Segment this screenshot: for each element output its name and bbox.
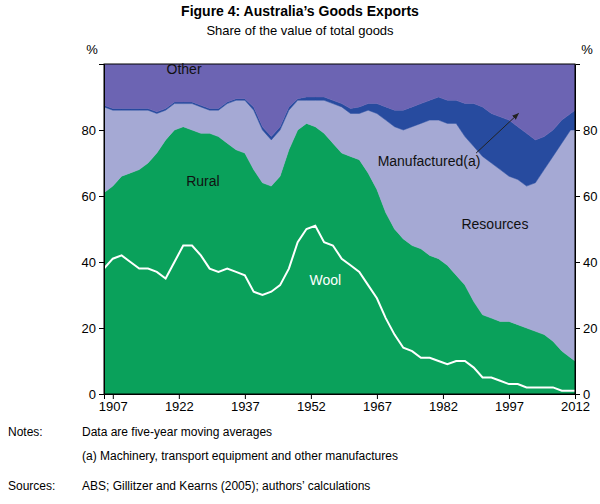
note: Data are five-year moving averages xyxy=(82,425,272,439)
tick-mark xyxy=(99,262,104,263)
title: Figure 4: Australia’s Goods Exports xyxy=(181,3,419,19)
tick-label: 1907 xyxy=(99,399,128,414)
y-axis-right: 0 20 40 60 80 xyxy=(575,65,597,402)
tick-label: 60 xyxy=(583,189,597,204)
tick-mark xyxy=(575,130,580,131)
tick-mark xyxy=(575,196,580,197)
tick: 20 xyxy=(82,321,104,336)
series-label: Manufactured(a) xyxy=(378,153,481,169)
plot-frame xyxy=(104,64,575,394)
chart: Figure 4: Australia’s Goods Exports Share… xyxy=(0,0,600,504)
tick-label: 1952 xyxy=(297,399,326,414)
series-label: Wool xyxy=(310,272,342,288)
tick-label: 0 xyxy=(89,387,96,402)
sources: ABS; Gillitzer and Kearns (2005); author… xyxy=(82,479,370,493)
tick-mark xyxy=(575,262,580,263)
tick: 1952 xyxy=(297,394,326,414)
tick: 1937 xyxy=(231,394,260,414)
tick-label: 20 xyxy=(82,321,96,336)
tick-label: 80 xyxy=(583,123,597,138)
subtitle: Share of the value of total goods xyxy=(206,23,394,38)
tick-label: 80 xyxy=(82,123,96,138)
note: (a) Machinery, transport equipment and o… xyxy=(82,449,398,463)
axis-line xyxy=(576,65,581,395)
y-axis-label: % xyxy=(581,42,593,57)
tick-label: 1922 xyxy=(165,399,194,414)
tick: 0 xyxy=(89,387,104,402)
tick: 1922 xyxy=(165,394,194,414)
axis-line xyxy=(99,65,105,395)
tick-label: 40 xyxy=(583,255,597,270)
tick: 1967 xyxy=(363,394,392,414)
tick: 0 xyxy=(575,387,590,402)
series-boundary-line xyxy=(104,226,575,391)
tick: 80 xyxy=(575,123,597,138)
y-axis-label: % xyxy=(86,42,98,57)
tick-label: 40 xyxy=(82,255,96,270)
tick-mark xyxy=(99,394,104,395)
tick: 1982 xyxy=(429,394,458,414)
tick: 1997 xyxy=(495,394,524,414)
plot: 1907192219371952196719821997201202040608… xyxy=(82,42,598,414)
plot-area xyxy=(104,64,575,394)
tick: 60 xyxy=(575,189,597,204)
tick-mark xyxy=(99,328,104,329)
tick: 1907 xyxy=(99,394,128,414)
notes-label: Notes: xyxy=(8,425,43,439)
tick: 60 xyxy=(82,189,104,204)
series-label: Other xyxy=(167,61,202,77)
series-label: Rural xyxy=(186,173,219,189)
tick: 40 xyxy=(575,255,597,270)
tick-mark xyxy=(99,196,104,197)
sources-label: Sources: xyxy=(8,479,55,493)
tick-label: 1937 xyxy=(231,399,260,414)
tick-label: 20 xyxy=(583,321,597,336)
tick: 40 xyxy=(82,255,104,270)
tick-label: 1967 xyxy=(363,399,392,414)
tick-mark xyxy=(575,394,580,395)
tick-label: 60 xyxy=(82,189,96,204)
tick-mark xyxy=(99,130,104,131)
annotation-arrow xyxy=(476,114,518,154)
tick: 80 xyxy=(82,123,104,138)
tick-label: 1982 xyxy=(429,399,458,414)
tick: 20 xyxy=(575,321,597,336)
tick-label: 1997 xyxy=(495,399,524,414)
y-axis-left: 0 20 40 60 80 xyxy=(82,65,105,402)
tick-label: 0 xyxy=(583,387,590,402)
x-axis: 19071922193719521967198219972012 xyxy=(99,394,590,414)
tick-mark xyxy=(575,328,580,329)
series-label: Resources xyxy=(461,216,528,232)
